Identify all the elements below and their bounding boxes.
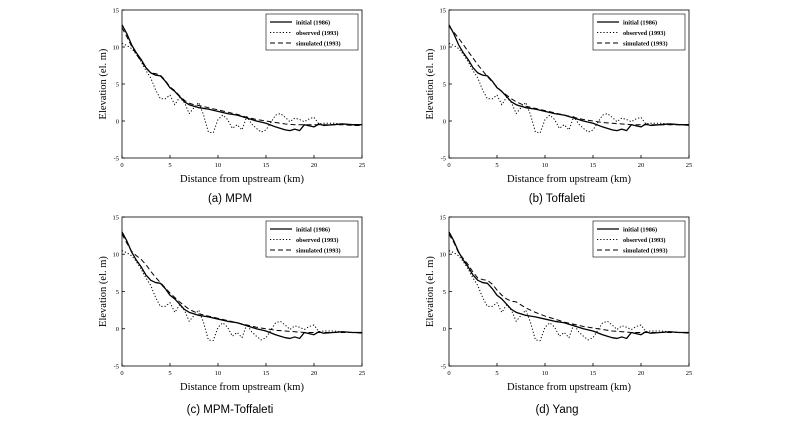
panel-b-xtick-label: 0 (447, 162, 450, 169)
panel-d-xtick-label: 25 (686, 370, 693, 377)
panel-d-xtick-label: 10 (542, 370, 549, 377)
panel-d-legend-box (592, 220, 686, 258)
panel-a-ylabel: Elevation (el. m) (98, 48, 109, 119)
panel-c-xtick-label: 10 (215, 370, 222, 377)
panel-c-ytick-label: 15 (113, 214, 120, 221)
panel-b-legend-label: observed (1993) (623, 30, 666, 37)
panel-d-series-dotted (448, 250, 689, 342)
panel-a-legend-label: simulated (1993) (296, 40, 341, 47)
panel-a-xlabel: Distance from upstream (km) (180, 174, 304, 185)
panel-c-ytick-label: 5 (116, 289, 119, 296)
panel-a-xtick-label: 25 (359, 162, 366, 169)
panel-d-xtick-label: 20 (638, 370, 645, 377)
panel-d-ytick-label: 5 (443, 289, 446, 296)
panel-b-xtick-label: 5 (495, 162, 498, 169)
panel-b-legend-label: simulated (1993) (623, 40, 668, 47)
panel-c-legend-box (265, 220, 359, 258)
panel-b-ytick-label: 0 (443, 118, 446, 125)
panel-d-xtick-label: 5 (495, 370, 498, 377)
panel-b-ytick-label: 5 (443, 81, 446, 88)
panel-a-ytick-label: 5 (116, 81, 119, 88)
panel-c-xtick-label: 20 (311, 370, 318, 377)
panel-b-series-dotted (448, 42, 689, 134)
panel-a-xtick-label: 10 (215, 162, 222, 169)
panel-c-xtick-label: 5 (168, 370, 171, 377)
caption-d: (d) Yang (535, 404, 579, 416)
panel-c-series-dotted (121, 250, 362, 342)
panel-b-ytick-label: -5 (441, 155, 446, 162)
panel-a-legend-label: initial (1986) (296, 19, 330, 26)
panel-c-xlabel: Distance from upstream (km) (180, 382, 304, 393)
panel-c-ytick-label: 10 (113, 252, 120, 259)
panel-c-legend-label: simulated (1993) (296, 247, 341, 254)
caption-a: (a) MPM (207, 193, 253, 205)
panel-d-ytick-label: 10 (440, 252, 447, 259)
panel-a-series-solid (121, 24, 362, 132)
panel-d-ylabel: Elevation (el. m) (425, 256, 436, 327)
panel-c-legend-label: initial (1986) (296, 226, 330, 233)
panel-a-xtick-label: 15 (263, 162, 270, 169)
panel-d-ytick-label: -5 (441, 363, 446, 370)
panel-b-xlabel: Distance from upstream (km) (507, 174, 631, 185)
panel-b-xtick-label: 15 (590, 162, 597, 169)
panel-d-series-solid (448, 231, 689, 340)
panel-b-xtick-label: 20 (638, 162, 645, 169)
panel-d-legend-label: observed (1993) (623, 237, 666, 244)
panel-b-legend-label: initial (1986) (623, 19, 657, 26)
panel-b-xtick-label: 10 (542, 162, 549, 169)
panel-c-series-solid (121, 231, 362, 340)
panel-b-ylabel: Elevation (el. m) (425, 48, 436, 119)
panel-d-legend-label: simulated (1993) (623, 247, 668, 254)
panel-d-xtick-label: 15 (590, 370, 597, 377)
panel-c-series-dashed (121, 233, 363, 334)
panel-c-ytick-label: 0 (116, 326, 119, 333)
panel-d-ytick-label: 0 (443, 326, 446, 333)
panel-b-xtick-label: 25 (686, 162, 693, 169)
panel-b-legend-box (592, 13, 686, 51)
panel-c-ylabel: Elevation (el. m) (98, 256, 109, 327)
panel-a-legend-label: observed (1993) (296, 30, 339, 37)
panel-c-legend-label: observed (1993) (296, 237, 339, 244)
panel-d-ytick-label: 15 (440, 214, 447, 221)
panel-c-xtick-label: 15 (263, 370, 270, 377)
panel-c-xtick-label: 25 (359, 370, 366, 377)
panel-b-ytick-label: 15 (440, 7, 447, 14)
panel-a-series-dashed (121, 27, 362, 126)
panel-d-xtick-label: 0 (447, 370, 450, 377)
panel-a-legend-box (265, 13, 359, 51)
panel-b-series-dashed (448, 25, 690, 126)
caption-b: (b) Toffaleti (528, 193, 586, 205)
panel-a-xtick-label: 0 (120, 162, 123, 169)
panel-a-ytick-label: 0 (116, 118, 119, 125)
panel-a-ytick-label: -5 (114, 155, 119, 162)
panel-a-xtick-label: 20 (311, 162, 318, 169)
panel-b-series-solid (448, 24, 689, 132)
panel-a-ytick-label: 10 (113, 44, 120, 51)
panel-d-series-dashed (448, 233, 690, 334)
panel-c-ytick-label: -5 (114, 363, 119, 370)
panel-a-xtick-label: 5 (168, 162, 171, 169)
panel-a-ytick-label: 15 (113, 7, 120, 14)
panel-d-legend-label: initial (1986) (623, 226, 657, 233)
panel-d-xlabel: Distance from upstream (km) (507, 382, 631, 393)
caption-c: (c) MPM-Toffaleti (186, 404, 274, 416)
panel-a-series-dotted (121, 42, 362, 134)
panel-b-ytick-label: 10 (440, 44, 447, 51)
panel-c-xtick-label: 0 (120, 370, 123, 377)
